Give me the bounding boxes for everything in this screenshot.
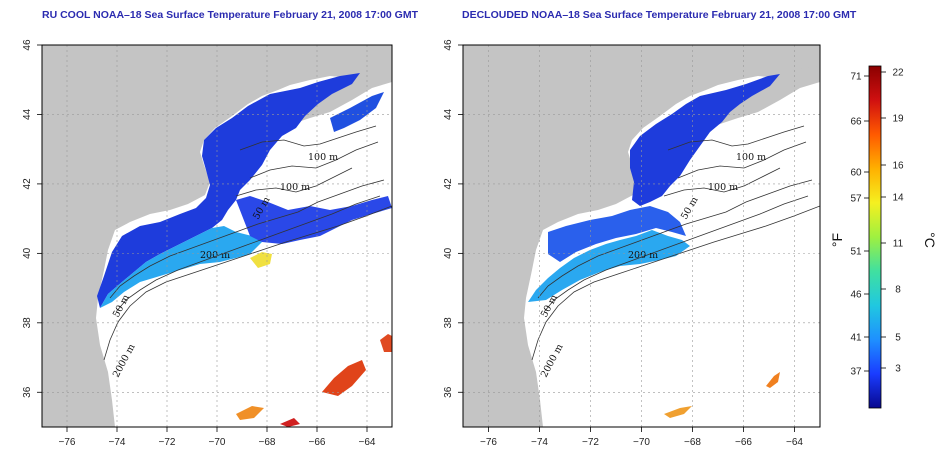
lat-tick-label: 46 — [443, 39, 454, 51]
lon-tick-label: −76 — [480, 437, 497, 448]
lat-tick-label: 36 — [22, 386, 33, 398]
contour-label-100m-a: 100 m — [308, 152, 338, 163]
lon-tick-label: −64 — [786, 437, 803, 448]
colorbar-f-tick-label: 41 — [850, 333, 862, 344]
colorbar-c-tick-label: 16 — [892, 161, 904, 172]
lat-ticks-right: 36 38 40 42 44 46 — [443, 39, 463, 398]
land-right — [463, 45, 820, 427]
lon-tick-label: −74 — [109, 437, 126, 448]
sst-upper-left — [330, 92, 384, 132]
lon-tick-label: −70 — [209, 437, 226, 448]
right-panel-title: DECLOUDED NOAA–18 Sea Surface Temperatur… — [462, 9, 857, 21]
lon-tick-label: −68 — [684, 437, 701, 448]
colorbar-fahrenheit-label: °F — [829, 233, 845, 247]
colorbar-c-tick-label: 11 — [893, 239, 904, 250]
sst-gulfstream-1-right — [766, 372, 780, 388]
lat-tick-label: 36 — [443, 386, 454, 398]
sst-cold-water-right — [630, 74, 780, 206]
lat-tick-label: 40 — [22, 247, 33, 259]
lon-ticks-right: −76 −74 −72 −70 −68 −66 −64 — [480, 427, 803, 448]
left-panel-title: RU COOL NOAA–18 Sea Surface Temperature … — [42, 9, 419, 21]
lon-tick-label: −76 — [59, 437, 76, 448]
sst-cool-water-right — [528, 230, 690, 302]
colorbar-gradient — [868, 65, 882, 409]
lat-tick-label: 38 — [22, 317, 33, 329]
sst-gulfstream-3-left — [280, 418, 300, 427]
lon-ticks-left: −76 −74 −72 −70 −68 −66 −64 — [59, 427, 376, 448]
bathymetry-contours-right — [531, 125, 820, 361]
lon-tick-label: −66 — [309, 437, 326, 448]
colorbar-c-tick-label: 14 — [892, 193, 904, 204]
lat-ticks-left: 36 38 40 42 44 46 — [22, 39, 42, 398]
colorbar-f-ticks: 71 66 60 57 51 46 41 37 — [850, 72, 869, 378]
colorbar: 71 66 60 57 51 46 41 37 22 19 16 14 11 8 5 3 °F °C — [829, 65, 938, 409]
lat-tick-label: 42 — [22, 178, 33, 190]
colorbar-c-ticks: 22 19 16 14 11 8 5 3 — [881, 68, 904, 375]
grid-right — [463, 44, 820, 427]
colorbar-c-tick-label: 19 — [892, 114, 904, 125]
sst-warm-left — [250, 252, 272, 268]
sst-gulfstream-4-left — [380, 334, 392, 352]
sst-gulfstream-2-left — [236, 406, 264, 420]
colorbar-f-tick-label: 57 — [850, 194, 862, 205]
colorbar-celsius-label: °C — [922, 232, 938, 248]
lon-tick-label: −64 — [359, 437, 376, 448]
sst-gulfstream-2-right — [664, 406, 692, 418]
bathymetry-contours-left — [103, 125, 392, 361]
lon-tick-label: −74 — [531, 437, 548, 448]
contour-label-100m-a-right: 100 m — [736, 152, 766, 163]
contour-label-200m: 200 m — [200, 250, 230, 261]
colorbar-f-tick-label: 71 — [850, 72, 862, 83]
lat-tick-label: 44 — [22, 108, 33, 120]
contour-label-100m-b-right: 100 m — [708, 182, 738, 193]
colorbar-f-tick-label: 37 — [850, 367, 862, 378]
lon-tick-label: −68 — [259, 437, 276, 448]
sst-cool-water-left — [100, 226, 262, 308]
lat-tick-label: 38 — [443, 317, 454, 329]
colorbar-c-tick-label: 22 — [892, 68, 904, 79]
lat-tick-label: 46 — [22, 39, 33, 51]
colorbar-f-tick-label: 60 — [850, 168, 862, 179]
contour-label-100m-b: 100 m — [280, 182, 310, 193]
sst-gulfstream-1-left — [322, 360, 366, 396]
sst-cold-water-left — [97, 73, 360, 308]
lat-tick-label: 44 — [443, 108, 454, 120]
lat-tick-label: 42 — [443, 178, 454, 190]
lat-tick-label: 40 — [443, 247, 454, 259]
colorbar-f-tick-label: 46 — [850, 290, 862, 301]
lon-tick-label: −66 — [735, 437, 752, 448]
colorbar-c-tick-label: 8 — [895, 285, 901, 296]
colorbar-f-tick-label: 51 — [850, 247, 862, 258]
sst-offshore-right — [548, 206, 686, 262]
lon-tick-label: −70 — [633, 437, 650, 448]
colorbar-c-tick-label: 3 — [895, 364, 901, 375]
contour-label-200m-right: 200 m — [628, 250, 658, 261]
lon-tick-label: −72 — [159, 437, 176, 448]
sst-offshore-left — [236, 196, 392, 244]
lon-tick-label: −72 — [582, 437, 599, 448]
left-map-panel: 100 m 100 m 50 m 200 m 50 m 2000 m −76 −7… — [22, 39, 393, 448]
colorbar-f-tick-label: 66 — [850, 117, 862, 128]
colorbar-c-tick-label: 5 — [895, 333, 901, 344]
land-left — [42, 45, 392, 427]
right-map-panel: 100 m 100 m 50 m 200 m 50 m 2000 m −76 −7… — [443, 39, 821, 448]
